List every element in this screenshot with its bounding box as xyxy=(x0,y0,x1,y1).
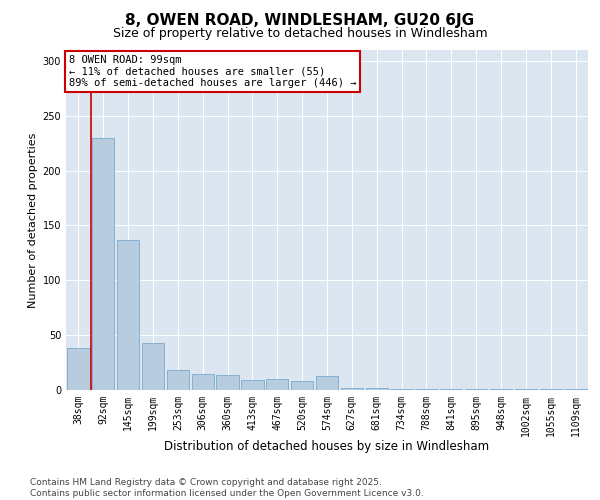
Bar xyxy=(490,389,512,390)
Bar xyxy=(515,389,537,390)
Bar xyxy=(167,370,189,390)
Bar xyxy=(117,240,139,390)
Y-axis label: Number of detached properties: Number of detached properties xyxy=(28,132,38,308)
Bar xyxy=(191,374,214,390)
Bar xyxy=(217,374,239,390)
Bar xyxy=(316,376,338,390)
Text: 8, OWEN ROAD, WINDLESHAM, GU20 6JG: 8, OWEN ROAD, WINDLESHAM, GU20 6JG xyxy=(125,12,475,28)
Bar xyxy=(241,380,263,390)
Bar xyxy=(67,348,89,390)
Bar xyxy=(266,379,289,390)
Bar xyxy=(341,388,363,390)
Text: 8 OWEN ROAD: 99sqm
← 11% of detached houses are smaller (55)
89% of semi-detache: 8 OWEN ROAD: 99sqm ← 11% of detached hou… xyxy=(68,55,356,88)
Bar xyxy=(291,381,313,390)
Bar xyxy=(142,343,164,390)
Bar xyxy=(365,388,388,390)
Text: Contains HM Land Registry data © Crown copyright and database right 2025.
Contai: Contains HM Land Registry data © Crown c… xyxy=(30,478,424,498)
Text: Size of property relative to detached houses in Windlesham: Size of property relative to detached ho… xyxy=(113,28,487,40)
Bar xyxy=(415,389,437,390)
Bar xyxy=(440,389,463,390)
Bar xyxy=(565,389,587,390)
Bar xyxy=(92,138,115,390)
Bar xyxy=(391,389,413,390)
Bar xyxy=(539,389,562,390)
X-axis label: Distribution of detached houses by size in Windlesham: Distribution of detached houses by size … xyxy=(164,440,490,453)
Bar xyxy=(465,389,487,390)
